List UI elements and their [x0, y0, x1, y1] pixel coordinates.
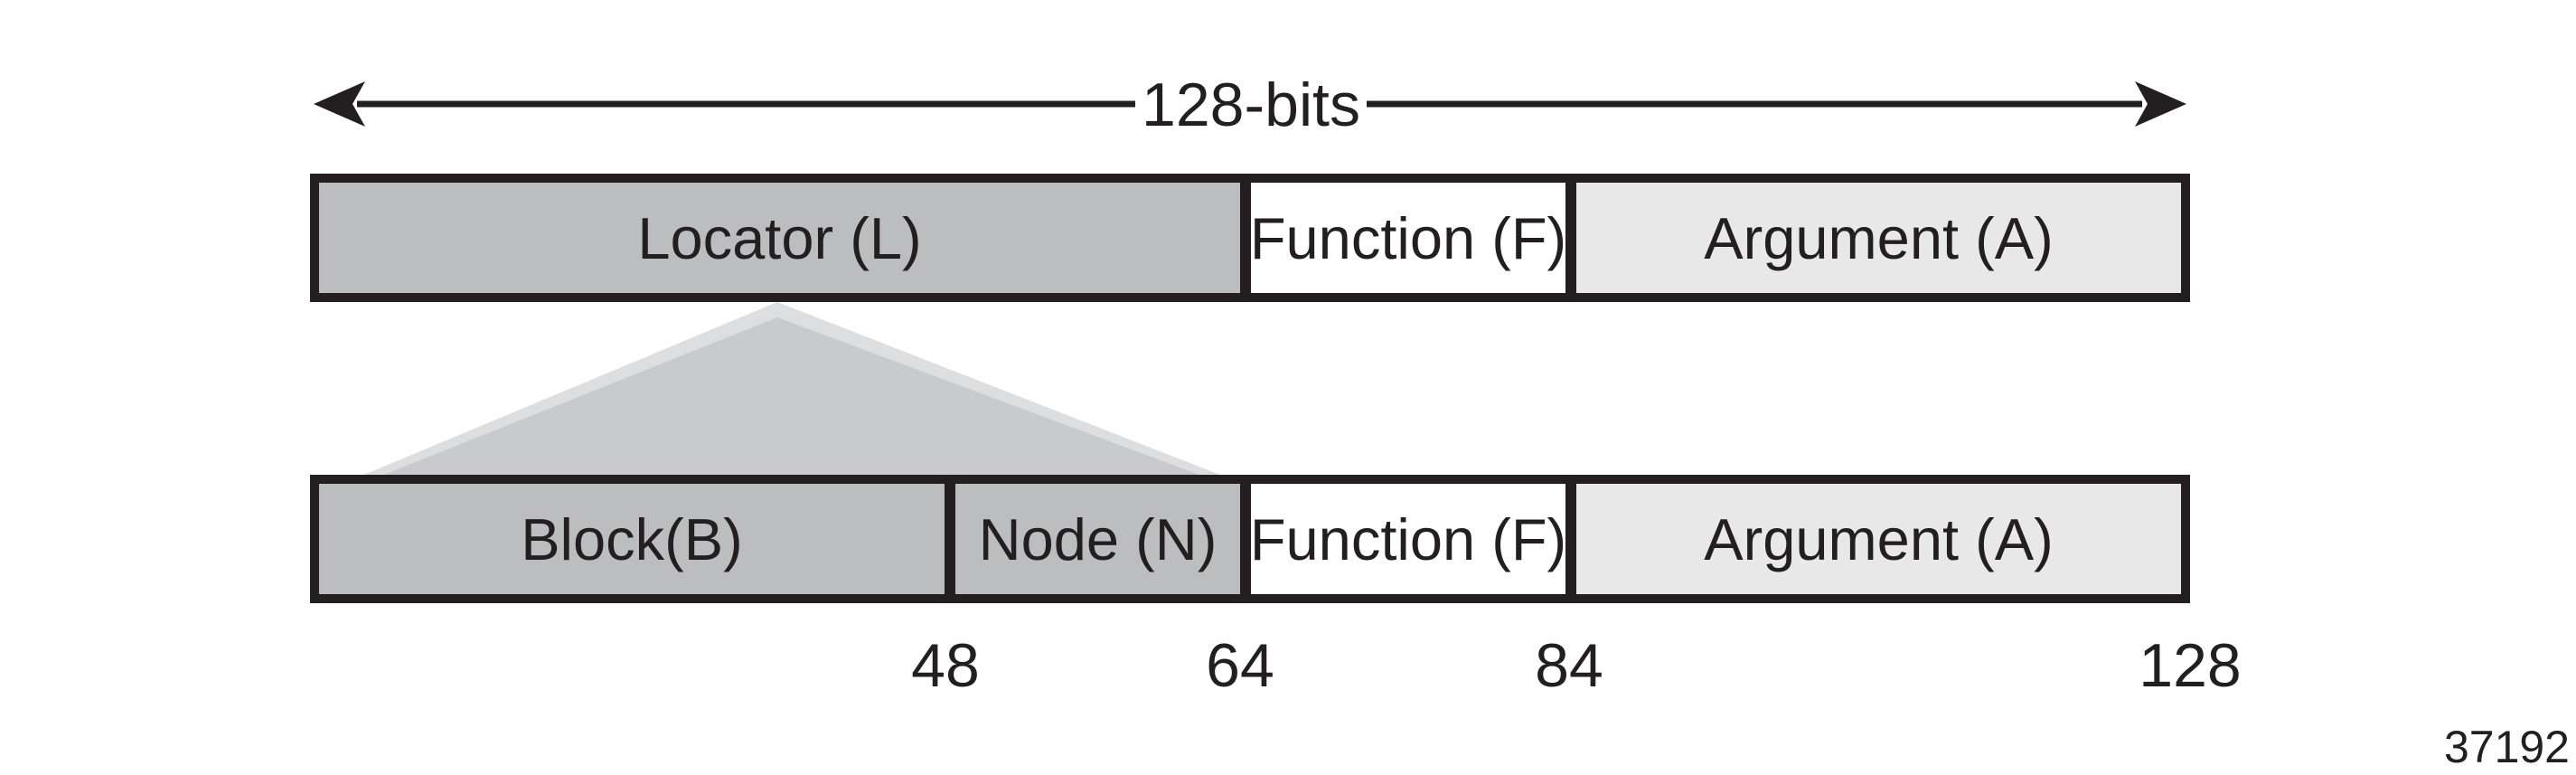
- bit-position-label: 128: [2139, 631, 2242, 700]
- bit-position-label: 64: [1206, 631, 1274, 700]
- expanded-bar-segment-node: Node (N): [955, 484, 1240, 594]
- expanded-bar-segment-argument: Argument (A): [1576, 484, 2181, 594]
- expanded-bar-segment-block: Block(B): [319, 484, 945, 594]
- expanded-locator-bar: Block(B) Node (N) Function (F) Argument …: [310, 475, 2190, 603]
- bit-width-label: 128-bits: [1142, 71, 1360, 139]
- sid-bar-segment-function: Function (F): [1251, 183, 1565, 293]
- bit-position-label: 48: [911, 631, 980, 700]
- figure-number: 37192: [2443, 722, 2570, 772]
- sid-bar-segment-argument: Argument (A): [1576, 183, 2181, 293]
- expanded-bar-segment-function: Function (F): [1251, 484, 1565, 594]
- arrow-right-head-icon: [2135, 81, 2186, 127]
- arrow-left-head-icon: [314, 81, 365, 127]
- locator-expansion-triangle: [344, 302, 1241, 483]
- expansion-triangle-inner: [363, 317, 1221, 483]
- sid-bar: Locator (L) Function (F) Argument (A): [310, 174, 2190, 302]
- sid-bar-segment-locator: Locator (L): [319, 183, 1240, 293]
- bit-position-label: 84: [1535, 631, 1603, 700]
